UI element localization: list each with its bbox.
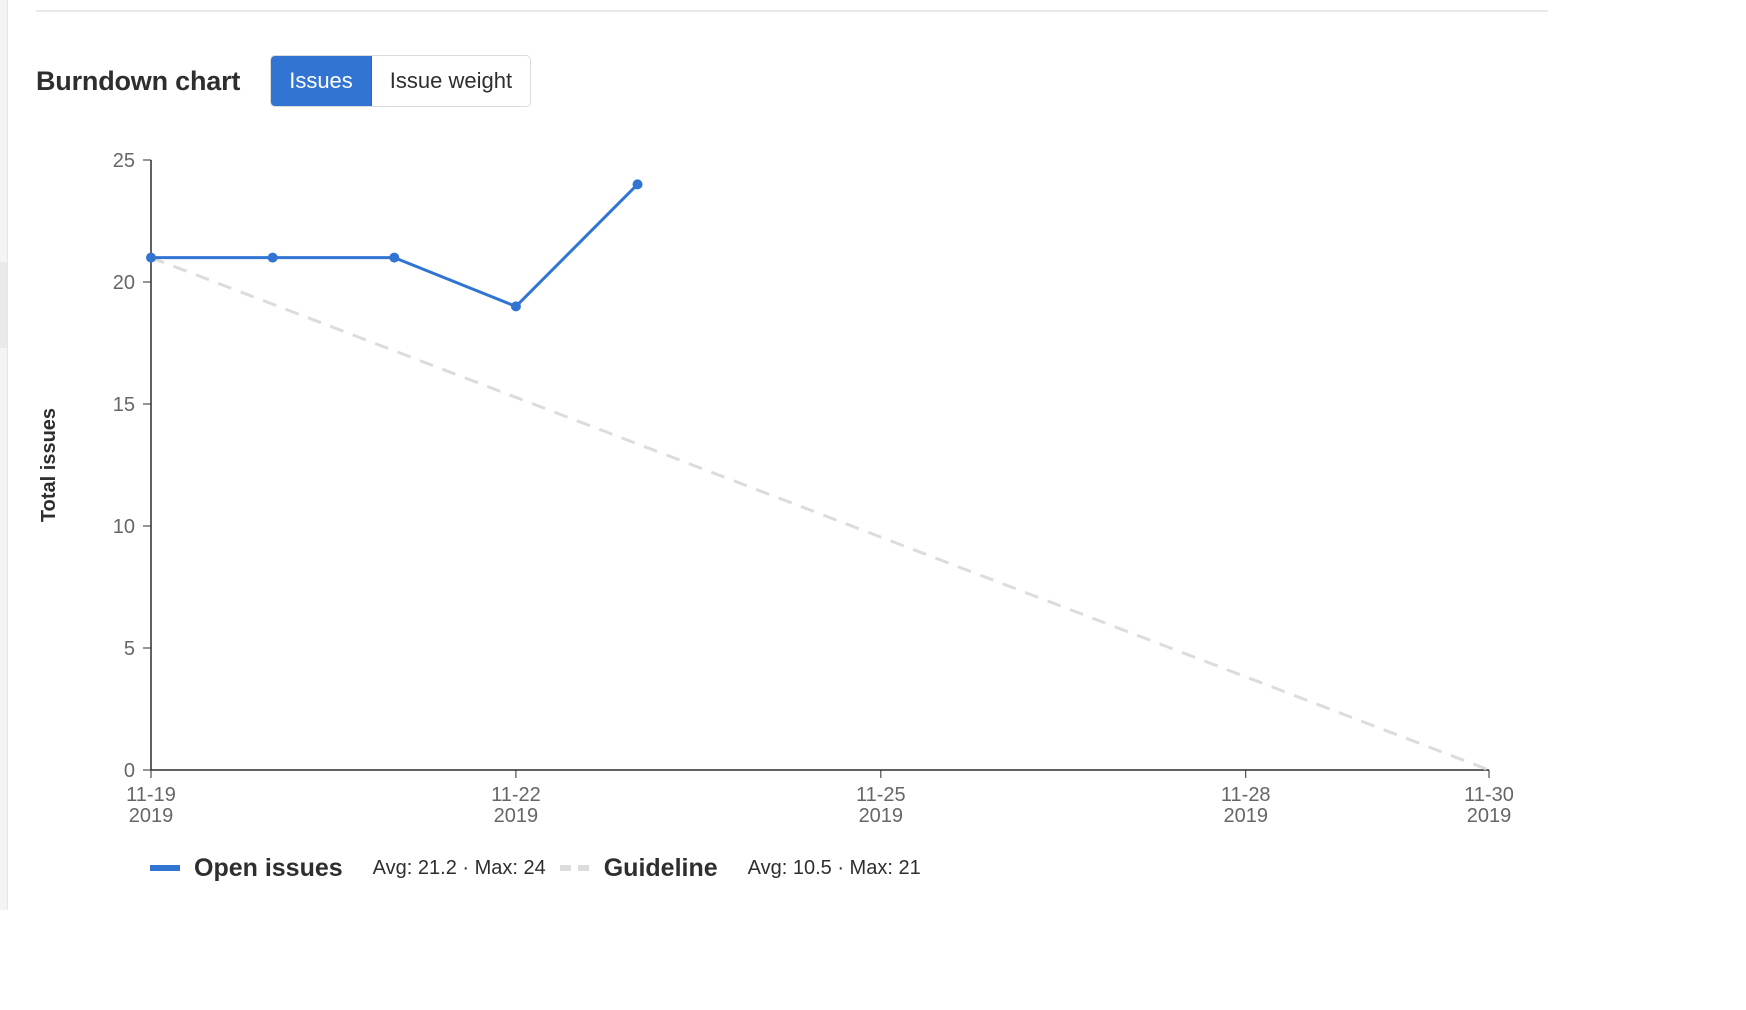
metric-toggle: Issues Issue weight bbox=[270, 55, 532, 107]
chart-header: Burndown chart Issues Issue weight bbox=[36, 55, 532, 107]
guideline-series-line bbox=[150, 256, 1490, 772]
x-tick-label-year: 2019 bbox=[1223, 805, 1268, 827]
x-tick-label: 11-28 bbox=[1221, 784, 1271, 806]
legend-item-guideline[interactable]: Guideline Avg: 10.5 · Max: 21 bbox=[559, 853, 935, 883]
open-issues-series-line bbox=[151, 183, 639, 308]
open-issues-data-point bbox=[146, 252, 156, 263]
y-tick-label: 15 bbox=[113, 394, 135, 416]
open-issues-data-point bbox=[389, 252, 400, 263]
legend-stats: Avg: 21.2 · Max: 24 bbox=[372, 856, 546, 879]
left-panel-notch bbox=[0, 262, 7, 348]
chart-series bbox=[146, 179, 1490, 772]
chart-legend: Open issues Avg: 21.2 · Max: 24 Guidelin… bbox=[150, 848, 935, 888]
issue-weight-toggle-button[interactable]: Issue weight bbox=[371, 56, 531, 106]
top-divider bbox=[36, 10, 1548, 12]
issues-toggle-button[interactable]: Issues bbox=[271, 56, 372, 106]
y-tick-label: 10 bbox=[113, 516, 135, 538]
legend-label: Open issues bbox=[194, 853, 343, 882]
x-tick-label: 11-19 bbox=[126, 784, 176, 806]
chart-title: Burndown chart bbox=[36, 65, 241, 96]
x-tick-label-year: 2019 bbox=[1467, 805, 1512, 827]
chart-axes: 051015202511-19201911-22201911-25201911-… bbox=[113, 150, 1514, 827]
legend-stats: Avg: 10.5 · Max: 21 bbox=[747, 856, 921, 879]
guideline-swatch bbox=[559, 865, 590, 871]
y-tick-label: 25 bbox=[113, 150, 135, 172]
open-issues-data-point bbox=[267, 252, 278, 263]
legend-item-open-issues[interactable]: Open issues Avg: 21.2 · Max: 24 bbox=[150, 854, 560, 883]
open-issues-swatch bbox=[150, 865, 180, 871]
y-axis-label: Total issues bbox=[38, 408, 60, 522]
open-issues-data-point bbox=[510, 301, 521, 312]
x-tick-label: 11-30 bbox=[1464, 784, 1514, 806]
left-panel-edge bbox=[0, 0, 8, 910]
open-issues-data-point bbox=[632, 179, 643, 190]
x-tick-label: 11-22 bbox=[491, 784, 541, 806]
y-tick-label: 5 bbox=[124, 638, 135, 660]
x-tick-label-year: 2019 bbox=[494, 805, 539, 827]
x-tick-label-year: 2019 bbox=[859, 805, 904, 827]
legend-label: Guideline bbox=[603, 853, 718, 882]
x-tick-label-year: 2019 bbox=[129, 805, 174, 827]
y-tick-label: 20 bbox=[113, 272, 135, 294]
y-tick-label: 0 bbox=[124, 760, 135, 782]
x-tick-label: 11-25 bbox=[856, 784, 906, 806]
